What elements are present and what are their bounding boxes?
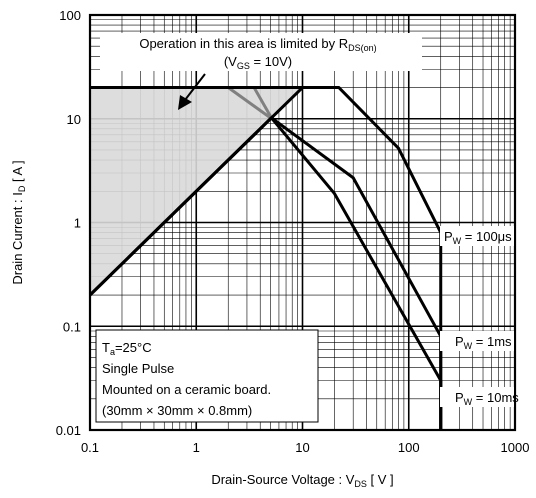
rds-annotation-line2: (VGS = 10V) xyxy=(224,54,292,71)
conditions-box xyxy=(95,329,319,423)
x-tick-label: 1 xyxy=(193,440,200,455)
x-tick-label: 1000 xyxy=(501,440,530,455)
conditions-mounting: Mounted on a ceramic board. xyxy=(102,382,271,397)
pw-10ms-label-bg xyxy=(440,387,514,407)
x-tick-label: 10 xyxy=(295,440,309,455)
rds-annotation-line1: Operation in this area is limited by RDS… xyxy=(139,36,376,53)
y-tick-label: 10 xyxy=(67,112,81,127)
x-tick-label: 0.1 xyxy=(81,440,99,455)
conditions-ta: Ta=25°C xyxy=(102,340,152,357)
annotation-arrow xyxy=(184,73,206,101)
grey-curve-0 xyxy=(227,86,272,120)
annotation-arrow-head xyxy=(178,95,192,110)
pw-1ms-label: PW = 1ms xyxy=(455,334,512,351)
plot-frame xyxy=(88,13,517,432)
grey-curve-1 xyxy=(252,86,273,119)
x-axis-label: Drain-Source Voltage : VDS [ V ] xyxy=(211,472,393,489)
pw-10ms-label: PW = 10ms xyxy=(455,390,519,407)
conditions-single-pulse: Single Pulse xyxy=(102,361,174,376)
secondary-grey-curves xyxy=(227,86,273,120)
y-tick-label: 0.01 xyxy=(56,423,81,438)
y-tick-label: 1 xyxy=(74,216,81,231)
y-tick-label: 0.1 xyxy=(63,319,81,334)
x-tick-label: 100 xyxy=(398,440,420,455)
y-axis-label: Drain Current : ID [ A ] xyxy=(10,160,27,284)
pw-100us-label-bg xyxy=(440,226,514,246)
y-tick-label: 100 xyxy=(59,8,81,23)
rds-annotation-box xyxy=(100,33,422,71)
pw-1ms-label-bg xyxy=(440,331,514,351)
pw-100us-label: PW = 100μs xyxy=(444,229,512,246)
conditions-board-size: (30mm × 30mm × 0.8mm) xyxy=(102,403,252,418)
